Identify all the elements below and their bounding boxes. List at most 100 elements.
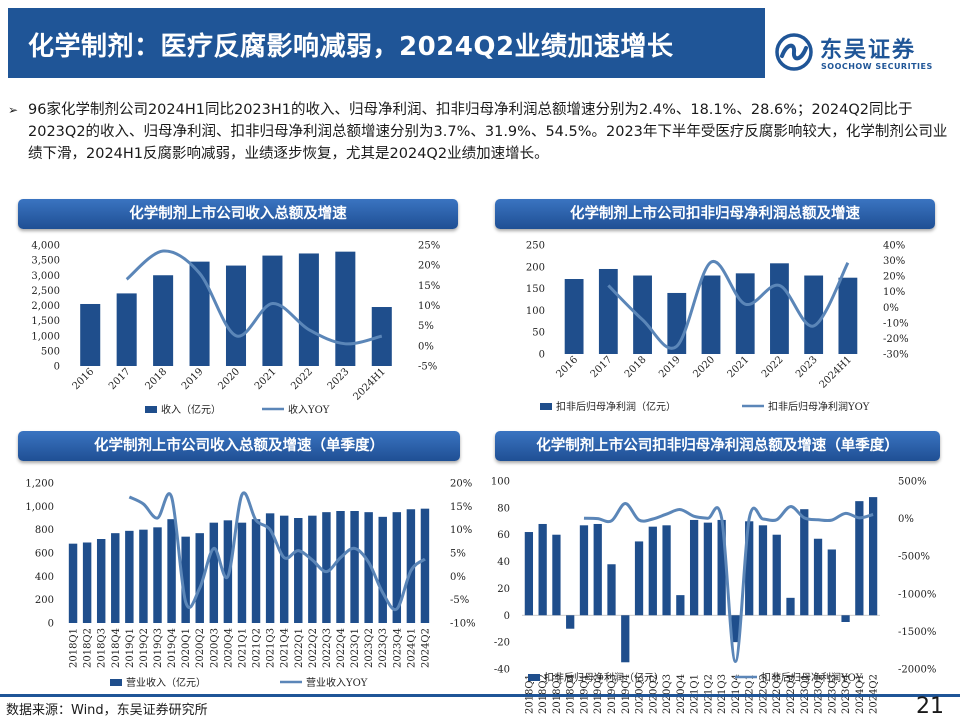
bar-2023Q3 — [378, 516, 387, 623]
x-tick-label: 2018Q3 — [97, 628, 108, 668]
bar-2021Q4 — [731, 615, 740, 643]
bar-2020Q1 — [181, 536, 190, 623]
bar-2024Q2 — [420, 508, 430, 623]
bar-2021Q1 — [237, 522, 247, 623]
bar-2021 — [735, 273, 755, 354]
y-left-tick-label: 200 — [526, 262, 545, 273]
bar-2021Q1 — [689, 519, 699, 616]
bar-2018Q2 — [538, 523, 547, 616]
bar-2018Q4 — [111, 533, 120, 623]
x-tick-label: 2018Q4 — [111, 628, 122, 668]
y-left-tick-label: 1,200 — [25, 479, 54, 490]
y-left-tick-label: 800 — [35, 525, 54, 536]
y-left-tick-label: 20 — [497, 584, 510, 595]
data-source: 数据来源：Wind，东吴证券研究所 — [6, 703, 208, 718]
bar-2019Q1 — [125, 530, 134, 623]
bar-2018Q1 — [524, 532, 534, 616]
chart-title-annual-revenue: 化学制剂上市公司收入总额及增速 — [18, 199, 458, 229]
bar-2023Q1 — [800, 509, 809, 616]
bar-2023Q4 — [392, 512, 402, 623]
x-tick-label: 2022Q2 — [308, 628, 319, 668]
bar-2021Q3 — [265, 513, 275, 623]
page-number: 21 — [916, 694, 944, 719]
yoy-line — [607, 260, 850, 350]
bar-2020Q3 — [209, 522, 219, 623]
bar-2024Q1 — [406, 509, 416, 623]
bar-2018 — [153, 275, 174, 366]
chart-title-annual-profit: 化学制剂上市公司扣非归母净利润总额及增速 — [495, 199, 935, 229]
legend-bar-label: 扣非后归母净利润（亿元） — [544, 671, 664, 684]
legend-bar-label: 收入（亿元） — [161, 403, 221, 416]
bar-2019Q2 — [593, 523, 602, 616]
header-bar: 化学制剂：医疗反腐影响减弱，2024Q2业绩加速增长 — [8, 8, 765, 78]
x-tick-label: 2021Q2 — [252, 628, 263, 668]
y-right-tick-label: 30% — [883, 256, 905, 267]
x-tick-label: 2022Q3 — [322, 628, 333, 668]
y-left-tick-label: 0 — [504, 611, 510, 622]
bar-2022Q3 — [322, 512, 331, 623]
logo-chinese-text: 东吴证券 — [820, 38, 917, 63]
y-left-tick-label: 100 — [526, 306, 545, 317]
x-tick-label: 2018Q1 — [69, 628, 80, 668]
bar-2020Q1 — [634, 541, 644, 616]
y-right-tick-label: 10% — [883, 287, 905, 298]
y-right-tick-label: -1500% — [898, 627, 936, 638]
bar-2023Q3 — [827, 549, 836, 616]
summary-paragraph: ➢ 96家化学制剂公司2024H1同比2023H1的收入、归母净利润、扣非归母净… — [8, 99, 948, 165]
x-tick-label: 2019Q3 — [153, 628, 164, 668]
x-tick-label: 2023Q4 — [392, 628, 403, 668]
bar-2022Q2 — [758, 525, 768, 616]
legend-bar-label: 扣非后归母净利润（亿元） — [556, 400, 676, 413]
x-tick-label: 2020Q2 — [195, 628, 206, 668]
y-left-tick-label: -20 — [494, 638, 510, 649]
y-left-tick-label: 4,000 — [31, 241, 60, 252]
legend-bar-label: 营业收入（亿元） — [126, 676, 206, 689]
brand-logo: 东吴证券 SOOCHOW SECURITIES — [775, 30, 955, 80]
y-right-tick-label: -10% — [450, 619, 476, 630]
bar-2017 — [116, 293, 137, 366]
x-tick-label: 2021Q4 — [280, 628, 291, 668]
y-left-tick-label: 80 — [497, 503, 510, 514]
y-right-tick-label: -20% — [883, 334, 909, 345]
bar-2018Q3 — [96, 539, 106, 623]
x-tick-label: 2023Q1 — [350, 628, 361, 668]
y-right-tick-label: 20% — [418, 261, 440, 272]
yoy-line — [128, 491, 426, 612]
x-tick-label: 2022Q4 — [336, 628, 347, 668]
y-right-tick-label: 25% — [418, 241, 440, 252]
bar-2019Q3 — [153, 527, 162, 623]
bar-2023Q2 — [813, 538, 823, 616]
soochow-logo-icon — [775, 33, 813, 71]
y-right-tick-label: 15% — [418, 281, 440, 292]
y-left-tick-label: 200 — [35, 595, 54, 606]
x-tick-label: 2024Q1 — [406, 628, 417, 668]
y-right-tick-label: 10% — [450, 525, 472, 536]
y-left-tick-label: 150 — [526, 284, 545, 295]
y-left-tick-label: 500 — [41, 346, 60, 357]
y-right-tick-label: -5% — [418, 362, 437, 373]
bar-2023 — [804, 275, 824, 354]
yoy-line — [125, 249, 383, 346]
y-right-tick-label: -5% — [450, 595, 469, 606]
y-right-tick-label: -500% — [898, 552, 930, 563]
legend-line-label: 扣非后归母净利润YOY — [768, 400, 870, 413]
y-left-tick-label: 600 — [35, 549, 54, 560]
summary-text: 96家化学制剂公司2024H1同比2023H1的收入、归母净利润、扣非归母净利润… — [28, 102, 948, 162]
bar-2018Q1 — [68, 543, 78, 623]
y-right-tick-label: -30% — [883, 350, 909, 361]
bar-2021Q2 — [703, 522, 713, 616]
bar-2019Q2 — [139, 529, 148, 623]
legend-bar-swatch — [540, 403, 552, 410]
y-left-tick-label: 0 — [539, 350, 545, 361]
y-left-tick-label: 400 — [35, 572, 54, 583]
bar-2022Q1 — [745, 521, 754, 616]
footer-divider — [0, 694, 960, 697]
legend-bar-swatch — [110, 679, 122, 686]
bar-2019Q3 — [607, 564, 616, 616]
y-right-tick-label: 0% — [898, 514, 914, 525]
bar-2022Q4 — [786, 597, 795, 616]
bar-2021Q4 — [279, 515, 289, 623]
x-tick-label: 2022Q1 — [294, 628, 305, 668]
y-right-tick-label: 5% — [450, 549, 466, 560]
bar-2021Q3 — [717, 519, 726, 616]
